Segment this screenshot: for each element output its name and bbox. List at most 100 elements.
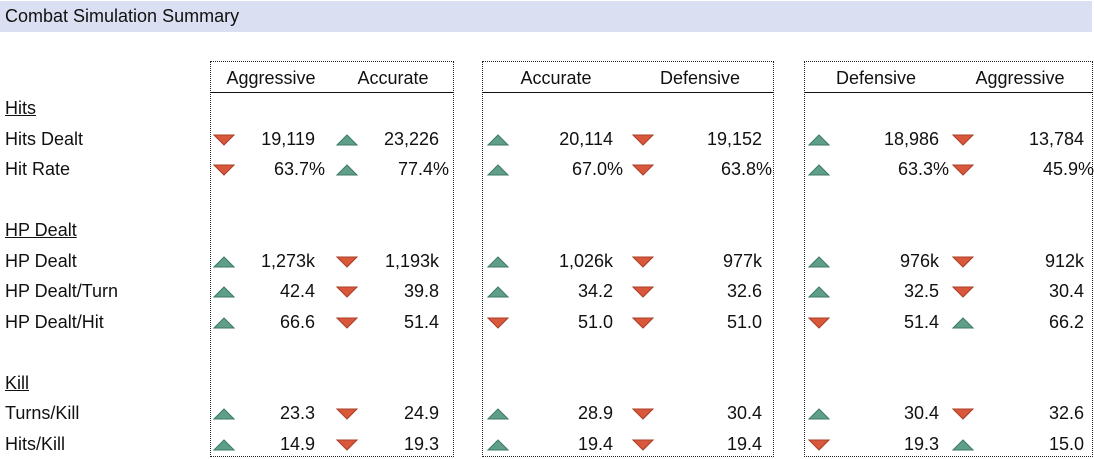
triangle-up-icon	[807, 163, 831, 176]
triangle-up-icon	[486, 285, 510, 298]
triangle-down-icon	[335, 255, 359, 268]
cell-value: 51.4	[903, 311, 939, 332]
column-header: Aggressive	[226, 68, 316, 88]
cell-value: 30.4	[903, 403, 939, 423]
column-header: Aggressive	[975, 68, 1065, 88]
cell-value: 51.0	[726, 311, 762, 332]
comparison-block	[482, 61, 774, 457]
cell-value: 66.6	[279, 311, 315, 332]
comparison-block	[210, 61, 454, 457]
cell-value: 19,119	[261, 128, 315, 149]
cell-value: 63.8%	[720, 159, 772, 179]
triangle-up-icon	[335, 163, 359, 176]
row-label: HP Dealt/Turn	[5, 281, 119, 301]
column-header: Accurate	[357, 68, 429, 88]
triangle-down-icon	[335, 316, 359, 329]
cell-value: 30.4	[726, 403, 762, 423]
section-heading: Kill	[5, 372, 30, 393]
triangle-down-icon	[631, 133, 655, 146]
cell-value: 32.6	[1048, 403, 1084, 423]
cell-value: 14.9	[279, 433, 315, 454]
triangle-down-icon	[631, 407, 655, 420]
cell-value: 32.5	[903, 281, 939, 301]
triangle-down-icon	[335, 407, 359, 420]
triangle-up-icon	[486, 407, 510, 420]
triangle-up-icon	[486, 133, 510, 145]
cell-value: 19,152	[706, 128, 762, 149]
triangle-up-icon	[335, 133, 359, 145]
cell-value: 51.0	[577, 311, 613, 332]
triangle-up-icon	[486, 163, 510, 176]
cell-value: 15.0	[1048, 433, 1084, 454]
triangle-up-icon	[486, 438, 510, 450]
cell-value: 13,784	[1028, 128, 1084, 149]
cell-value: 912k	[1044, 250, 1084, 271]
section-heading: HP Dealt	[5, 220, 77, 240]
cell-value: 19.4	[726, 433, 762, 454]
cell-value: 42.4	[279, 281, 315, 301]
cell-value: 19.3	[403, 433, 439, 454]
row-label: Turns/Kill	[5, 403, 80, 423]
triangle-down-icon	[807, 438, 831, 451]
cell-value: 19.4	[577, 433, 613, 454]
triangle-down-icon	[486, 316, 510, 329]
triangle-up-icon	[212, 438, 236, 450]
cell-value: 30.4	[1048, 281, 1084, 301]
triangle-up-icon	[807, 407, 831, 420]
triangle-up-icon	[212, 255, 236, 267]
triangle-up-icon	[212, 407, 236, 420]
triangle-down-icon	[212, 163, 236, 176]
header-underline	[483, 92, 773, 93]
triangle-up-icon	[807, 133, 831, 145]
triangle-down-icon	[807, 316, 831, 329]
cell-value: 39.8	[403, 281, 439, 301]
triangle-down-icon	[631, 285, 655, 298]
cell-value: 66.2	[1048, 311, 1084, 332]
cell-value: 28.9	[577, 403, 613, 423]
triangle-up-icon	[807, 285, 831, 298]
section-heading: Hits	[5, 98, 36, 118]
cell-value: 1,026k	[558, 250, 613, 271]
cell-value: 23,226	[383, 128, 439, 149]
cell-value: 24.9	[403, 403, 439, 423]
triangle-down-icon	[631, 438, 655, 451]
cell-value: 63.3%	[897, 159, 949, 179]
triangle-up-icon	[807, 255, 831, 267]
triangle-down-icon	[951, 163, 975, 176]
triangle-down-icon	[212, 133, 236, 146]
cell-value: 34.2	[577, 281, 613, 301]
triangle-down-icon	[951, 133, 975, 146]
header-underline	[211, 92, 453, 93]
row-label: Hits Dealt	[5, 128, 84, 149]
row-label: Hits/Kill	[5, 433, 66, 454]
cell-value: 977k	[722, 250, 762, 271]
triangle-up-icon	[951, 438, 975, 450]
cell-value: 23.3	[279, 403, 315, 423]
cell-value: 63.7%	[273, 159, 325, 179]
triangle-down-icon	[335, 285, 359, 298]
column-header: Accurate	[520, 68, 592, 88]
cell-value: 18,986	[883, 128, 939, 149]
triangle-down-icon	[951, 255, 975, 268]
triangle-down-icon	[631, 163, 655, 176]
cell-value: 20,114	[559, 128, 613, 149]
header-underline	[805, 92, 1092, 93]
comparison-block	[804, 61, 1093, 457]
cell-value: 45.9%	[1042, 159, 1094, 179]
cell-value: 1,193k	[384, 250, 439, 271]
triangle-down-icon	[631, 255, 655, 268]
row-label: HP Dealt/Hit	[5, 311, 104, 332]
cell-value: 67.0%	[571, 159, 623, 179]
cell-value: 976k	[899, 250, 939, 271]
triangle-down-icon	[335, 438, 359, 451]
row-label: HP Dealt	[5, 250, 77, 271]
cell-value: 51.4	[403, 311, 439, 332]
column-header: Defensive	[835, 68, 917, 88]
cell-value: 77.4%	[397, 159, 449, 179]
cell-value: 32.6	[726, 281, 762, 301]
cell-value: 19.3	[903, 433, 939, 454]
cell-value: 1,273k	[260, 250, 315, 271]
triangle-up-icon	[212, 285, 236, 298]
triangle-up-icon	[951, 316, 975, 328]
column-header: Defensive	[659, 68, 741, 88]
